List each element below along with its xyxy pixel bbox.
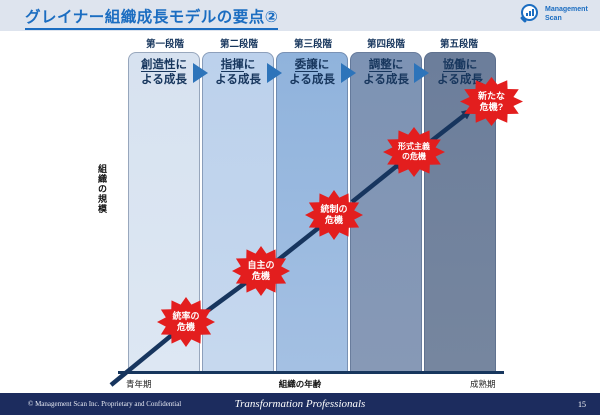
- phase-label-coordination: 調整に よる成長: [363, 59, 409, 86]
- x-axis-label: 組織の年齢: [278, 379, 322, 389]
- logo-text: Management Scan: [545, 6, 588, 22]
- footer-bar: © Management Scan Inc. Proprietary and C…: [0, 393, 600, 415]
- footer-copyright: © Management Scan Inc. Proprietary and C…: [28, 400, 182, 408]
- footer-brand: Transformation Professionals: [234, 398, 366, 410]
- x-axis-line: [118, 371, 504, 374]
- phase-transition-arrow-icon: [414, 63, 429, 83]
- page-number: 15: [578, 399, 586, 409]
- management-scan-logo: Management Scan: [519, 4, 588, 25]
- phase-transition-arrow-icon: [193, 63, 208, 83]
- phase-label-collaboration: 協働に よる成長: [437, 59, 483, 86]
- phase-label-creativity: 創造性に よる成長: [141, 59, 187, 86]
- stage-label-3: 第三段階: [293, 39, 332, 50]
- phase-label-direction: 指揮に よる成長: [215, 59, 261, 86]
- phase-label-delegation: 委譲に よる成長: [289, 59, 335, 86]
- column-stage-4: 調整に よる成長: [350, 52, 422, 372]
- header-band: [0, 0, 600, 31]
- phase-transition-arrow-icon: [267, 63, 282, 83]
- column-stage-2: 指揮に よる成長: [202, 52, 274, 372]
- y-axis-label: 組織の規模: [97, 164, 107, 214]
- stage-label-2: 第二段階: [219, 39, 258, 50]
- stage-label-4: 第四段階: [366, 39, 405, 50]
- phase-transition-arrow-icon: [341, 63, 356, 83]
- page-title: グレイナー組織成長モデルの要点②: [25, 5, 279, 30]
- stage-label-5: 第五段階: [439, 39, 478, 50]
- stage-label-1: 第一段階: [145, 39, 184, 50]
- magnifier-chart-icon: [519, 4, 541, 25]
- x-axis-end-label: 成熟期: [470, 379, 496, 389]
